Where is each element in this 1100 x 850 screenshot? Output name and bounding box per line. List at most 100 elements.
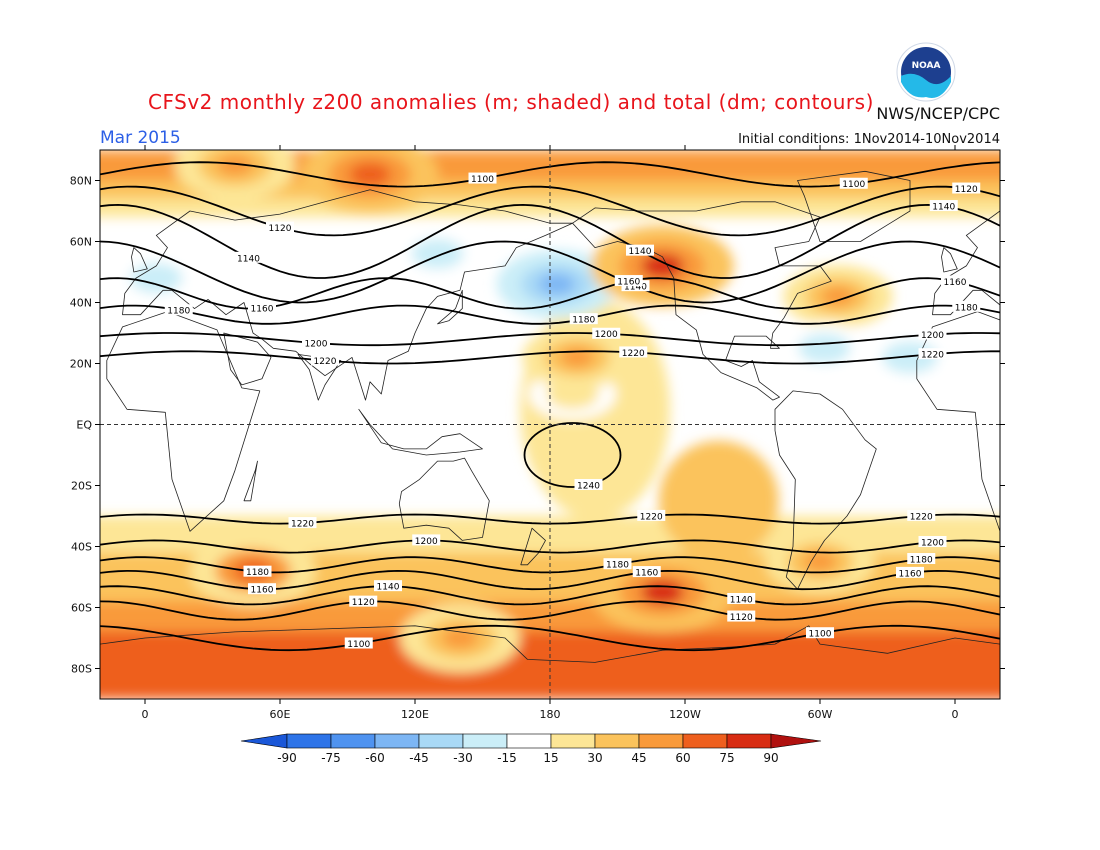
coastline-indonesia bbox=[358, 408, 483, 456]
contour-label-bg bbox=[727, 592, 756, 604]
contour-label: 1180 bbox=[955, 303, 978, 313]
colorbar-swatch bbox=[682, 733, 728, 749]
y-tick-label: 40S bbox=[71, 541, 92, 554]
grid-lines bbox=[100, 150, 1000, 699]
colorbar-label: 45 bbox=[631, 751, 646, 765]
colorbar-swatch bbox=[638, 733, 684, 749]
colorbar-arrow-low bbox=[240, 733, 288, 749]
contour-label: 1220 bbox=[291, 520, 314, 530]
x-tick-label: 180 bbox=[540, 708, 561, 721]
y-tick-label: 20N bbox=[70, 358, 92, 371]
contour-label: 1220 bbox=[314, 357, 337, 367]
colorbar-label: -15 bbox=[497, 751, 517, 765]
colorbar-swatch bbox=[462, 733, 508, 749]
x-tick-label: 120E bbox=[401, 708, 429, 721]
initial-conditions: Initial conditions: 1Nov2014-10Nov2014 bbox=[738, 132, 1000, 147]
colorbar-label: -30 bbox=[453, 751, 473, 765]
contour-line bbox=[100, 624, 1000, 652]
contour-label-bg bbox=[918, 536, 947, 548]
colorbar-swatch bbox=[374, 733, 420, 749]
colorbar-swatch bbox=[594, 733, 640, 749]
contour-label-bg bbox=[632, 566, 661, 578]
contour-label-bg bbox=[941, 275, 969, 287]
contour-label-bg bbox=[727, 610, 756, 622]
contour-label: 1140 bbox=[730, 595, 753, 605]
contour-label-bg bbox=[839, 177, 868, 189]
contour-label-bg bbox=[468, 172, 497, 184]
contour-label-bg bbox=[626, 244, 654, 256]
coastline-arabia bbox=[223, 332, 272, 386]
colorbar-label: -45 bbox=[409, 751, 429, 765]
contour-label-bg bbox=[592, 327, 621, 339]
contour-label: 1180 bbox=[246, 568, 269, 578]
x-tick-label: 60W bbox=[808, 708, 833, 721]
contour-label-bg bbox=[619, 346, 648, 358]
contour-label: 1140 bbox=[237, 254, 260, 264]
contour-label: 1200 bbox=[595, 330, 618, 340]
coastline-africa bbox=[916, 311, 1000, 532]
contour-label: 1120 bbox=[352, 598, 375, 608]
coastline-uk bbox=[941, 247, 958, 273]
contour-label-bg bbox=[929, 200, 958, 212]
contour-label-bg bbox=[574, 479, 603, 490]
contour-label: 1140 bbox=[624, 283, 647, 293]
colorbar-label: -60 bbox=[365, 751, 385, 765]
chart-subtitle: Mar 2015 bbox=[100, 128, 181, 148]
coastline-south-america bbox=[774, 390, 877, 590]
contour-label-bg bbox=[248, 302, 276, 314]
colorbar-swatch bbox=[726, 733, 772, 749]
contour-label-bg bbox=[164, 304, 193, 316]
x-tick-label: 120W bbox=[669, 708, 701, 721]
contour-label-bg bbox=[907, 553, 936, 565]
colorbar-swatch bbox=[506, 733, 552, 749]
contour-label-bg bbox=[311, 354, 339, 366]
anomaly-blob bbox=[441, 627, 479, 649]
contour-label-bg bbox=[637, 509, 666, 521]
x-tick-label: 0 bbox=[952, 708, 959, 721]
colorbar-swatch bbox=[330, 733, 376, 749]
contour-label: 1160 bbox=[635, 569, 658, 579]
contour-label-bg bbox=[918, 328, 947, 340]
contour-label-bg bbox=[907, 509, 936, 521]
contour-label: 1180 bbox=[606, 561, 629, 571]
contour-label-bg bbox=[344, 637, 373, 649]
y-tick-label: 80N bbox=[70, 175, 92, 188]
contour-label-bg bbox=[569, 313, 598, 325]
colorbar-swatch bbox=[418, 733, 464, 749]
contour-label-bg bbox=[349, 595, 378, 607]
contour-label: 1120 bbox=[730, 613, 753, 623]
contour-label-bg bbox=[614, 275, 643, 287]
anomaly-blob bbox=[559, 386, 586, 402]
contour-label: 1120 bbox=[269, 224, 292, 234]
colorbar-label: 60 bbox=[675, 751, 690, 765]
anomaly-blob bbox=[349, 162, 391, 187]
contour-label: 1220 bbox=[910, 512, 933, 522]
anomaly-blob bbox=[216, 154, 254, 176]
colorbar: -90 -75 -60 -45 -30 -15 15 30 45 60 75 90 bbox=[240, 733, 822, 765]
contour-label: 1220 bbox=[921, 351, 944, 361]
contour-label: 1180 bbox=[910, 556, 933, 566]
anomaly-band bbox=[658, 440, 779, 561]
anomaly-blob bbox=[641, 253, 684, 279]
anomaly-blob bbox=[560, 347, 594, 367]
noaa-logo: NOAA bbox=[896, 42, 956, 102]
contour-label: 1200 bbox=[415, 537, 438, 547]
contour-line bbox=[100, 585, 1000, 606]
x-tick-label: 0 bbox=[142, 708, 149, 721]
contour-label: 1140 bbox=[377, 583, 400, 593]
noaa-logo-text: NOAA bbox=[912, 61, 941, 71]
contour-line bbox=[100, 304, 1000, 325]
coastline-new-zealand bbox=[520, 527, 546, 566]
y-tick-label: EQ bbox=[76, 419, 92, 432]
anomaly-blob bbox=[538, 273, 575, 295]
coastline-madagascar bbox=[243, 460, 258, 502]
colorbar-label: 75 bbox=[719, 751, 734, 765]
y-axis: 80N 60N 40N 20N EQ 20S 40S 60S 80S bbox=[70, 175, 1005, 676]
contour-label-bg bbox=[302, 337, 330, 349]
contour-label: 1100 bbox=[809, 630, 832, 640]
anomaly-blob bbox=[424, 246, 451, 262]
y-tick-label: 80S bbox=[71, 663, 92, 676]
contour-label: 1200 bbox=[921, 331, 944, 341]
contour-label-bg bbox=[374, 580, 402, 592]
